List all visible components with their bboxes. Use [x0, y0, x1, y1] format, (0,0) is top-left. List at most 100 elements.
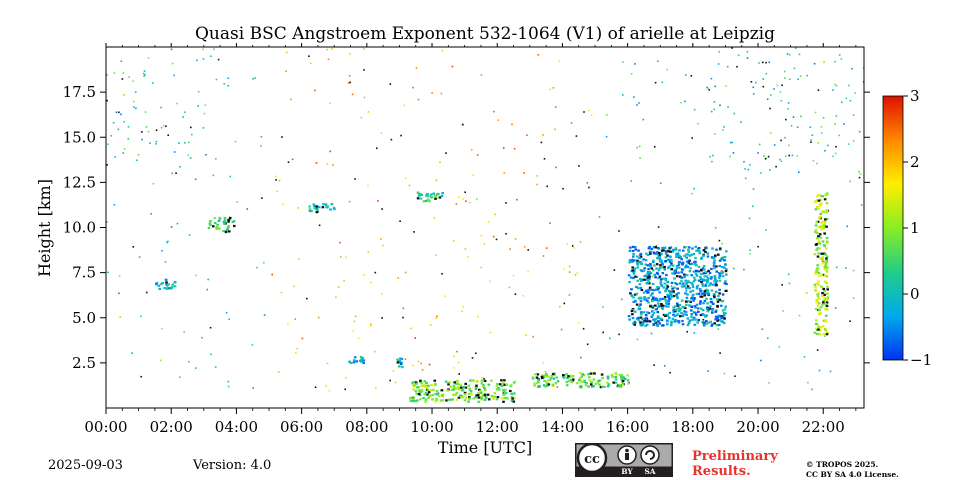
mid-level-cloud — [713, 262, 716, 265]
data-point — [684, 100, 686, 103]
mid-level-cloud — [651, 310, 654, 313]
mid-level-cloud — [700, 256, 704, 259]
data-point — [729, 141, 732, 144]
mid-level-cloud — [710, 324, 713, 327]
column — [825, 301, 829, 304]
mid-level-cloud — [675, 265, 679, 268]
column — [821, 256, 824, 259]
data-point — [722, 129, 724, 131]
mid-level-cloud — [679, 315, 682, 318]
column — [823, 328, 827, 331]
mid-level-cloud — [645, 323, 649, 326]
mid-level-cloud — [652, 296, 655, 299]
data-point — [363, 96, 366, 99]
column — [815, 319, 818, 322]
boundary-layer — [606, 385, 610, 388]
boundary-layer — [441, 395, 445, 398]
x-tick-label: 18:00 — [671, 418, 714, 436]
column — [825, 209, 829, 212]
cirrus-patch — [222, 229, 225, 233]
column — [816, 247, 820, 250]
mid-level-cloud — [716, 298, 719, 301]
mid-level-cloud — [703, 275, 706, 278]
mid-level-cloud — [666, 285, 670, 288]
data-point — [293, 285, 295, 288]
column — [816, 264, 819, 267]
data-point — [834, 60, 836, 63]
data-point — [402, 316, 404, 319]
mid-level-cloud — [662, 286, 666, 289]
data-point — [549, 88, 552, 91]
data-point — [787, 273, 790, 276]
boundary-layer — [463, 399, 467, 402]
boundary-layer — [419, 390, 423, 393]
column — [821, 195, 825, 198]
mid-level-cloud — [695, 292, 699, 295]
data-point — [814, 111, 817, 114]
data-point — [397, 277, 399, 279]
mid-level-cloud — [704, 314, 708, 317]
cc-by-sa-license-badge[interactable]: cc BY SA — [575, 443, 673, 477]
data-point — [155, 140, 158, 143]
boundary-layer — [435, 390, 439, 393]
data-point — [773, 88, 775, 90]
x-axis-label: Time [UTC] — [438, 438, 532, 457]
data-point — [475, 352, 477, 355]
mid-level-cloud — [722, 313, 726, 316]
mid-level-cloud — [673, 286, 676, 289]
boundary-layer — [481, 394, 485, 397]
data-point — [549, 222, 551, 224]
mid-level-cloud — [697, 319, 700, 322]
mid-level-cloud — [664, 279, 668, 282]
mid-level-cloud — [672, 264, 675, 267]
column — [813, 283, 817, 286]
mid-level-cloud — [706, 310, 710, 313]
mid-level-cloud — [674, 319, 677, 322]
data-point — [281, 136, 283, 138]
data-point — [436, 315, 438, 317]
mid-level-cloud — [697, 247, 701, 250]
boundary-layer — [511, 397, 514, 400]
boundary-layer — [590, 381, 593, 384]
data-point — [859, 173, 862, 175]
mid-level-cloud — [665, 302, 669, 305]
data-point — [781, 284, 783, 286]
data-point — [412, 364, 414, 367]
boundary-layer — [467, 384, 471, 387]
column — [820, 225, 824, 228]
data-point — [752, 205, 754, 208]
mid-level-cloud — [649, 294, 653, 297]
boundary-layer — [496, 396, 500, 399]
data-point — [827, 144, 829, 147]
column — [824, 314, 828, 317]
mid-level-cloud — [706, 278, 710, 281]
data-point — [811, 134, 814, 136]
low-cloud — [171, 283, 175, 286]
data-point — [326, 48, 328, 51]
mid-level-cloud — [711, 307, 715, 311]
mid-level-cloud — [636, 259, 639, 262]
mid-level-cloud — [669, 258, 672, 261]
boundary-layer — [456, 382, 460, 385]
column — [815, 282, 819, 285]
data-point — [729, 155, 731, 158]
data-point — [854, 92, 856, 94]
data-point — [743, 268, 745, 271]
data-point — [797, 78, 799, 80]
data-point — [707, 87, 710, 90]
mid-level-cloud — [649, 263, 652, 266]
data-point — [314, 89, 316, 92]
data-point — [144, 111, 147, 113]
mid-level-cloud — [658, 252, 661, 255]
data-point — [480, 234, 483, 237]
boundary-layer — [416, 386, 419, 389]
boundary-layer — [618, 384, 621, 387]
data-point — [502, 147, 505, 149]
cirrus-patch — [224, 230, 228, 234]
column — [822, 243, 826, 247]
data-point — [512, 274, 515, 277]
data-point — [575, 135, 578, 137]
boundary-layer — [596, 381, 600, 384]
colorbar-tick-label: 0 — [910, 285, 920, 303]
data-point — [197, 105, 199, 107]
